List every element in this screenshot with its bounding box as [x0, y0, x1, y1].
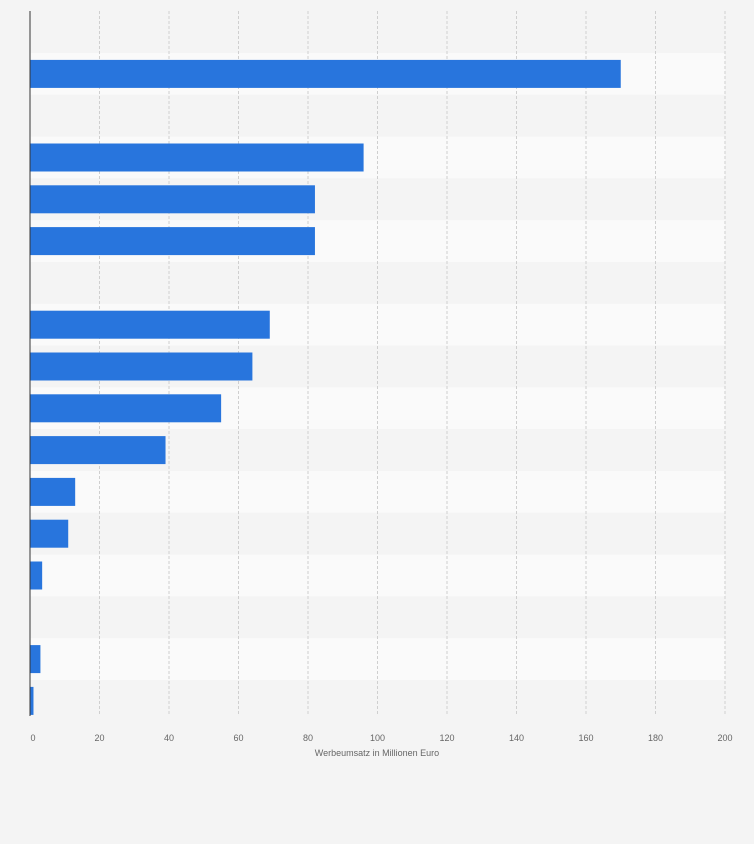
bar	[30, 227, 315, 256]
bar	[30, 436, 166, 465]
x-axis-ticks: 0 20 40 60 80 100 120 140 160 180 200	[30, 733, 732, 743]
bar	[30, 686, 34, 715]
x-tick-label: 200	[717, 733, 732, 743]
x-tick-label: 140	[509, 733, 524, 743]
bar	[30, 394, 222, 423]
x-tick-label: 120	[439, 733, 454, 743]
x-tick-label: 160	[578, 733, 593, 743]
bar	[30, 352, 253, 381]
bar	[30, 561, 43, 590]
bar	[30, 477, 76, 506]
row-band	[30, 554, 725, 597]
x-axis-title: Werbeumsatz in Millionen Euro	[315, 748, 439, 758]
x-tick-label: 0	[30, 733, 35, 743]
bar	[30, 645, 41, 674]
x-tick-label: 100	[370, 733, 385, 743]
x-tick-label: 40	[164, 733, 174, 743]
x-tick-label: 180	[648, 733, 663, 743]
x-tick-label: 80	[303, 733, 313, 743]
bar	[30, 519, 69, 548]
bar	[30, 59, 621, 88]
bar	[30, 143, 364, 172]
x-tick-label: 20	[94, 733, 104, 743]
bar	[30, 310, 270, 339]
bar	[30, 185, 315, 214]
bars	[30, 59, 621, 715]
x-tick-label: 60	[233, 733, 243, 743]
